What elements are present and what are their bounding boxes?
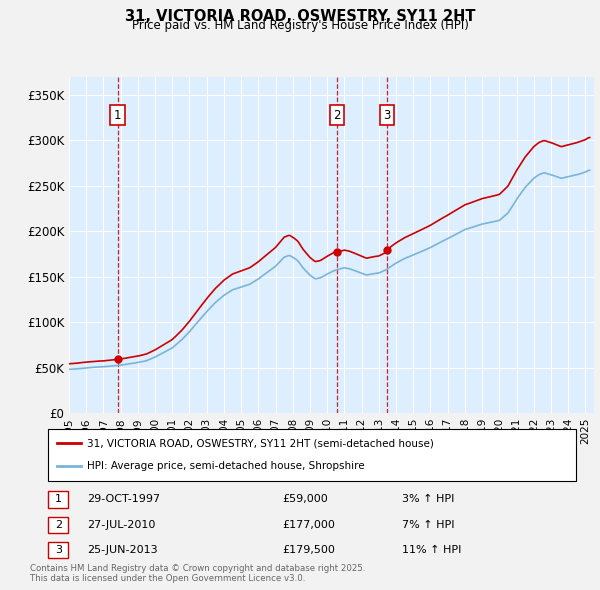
- Text: 11% ↑ HPI: 11% ↑ HPI: [402, 545, 461, 555]
- Text: 31, VICTORIA ROAD, OSWESTRY, SY11 2HT: 31, VICTORIA ROAD, OSWESTRY, SY11 2HT: [125, 9, 475, 24]
- Text: Price paid vs. HM Land Registry's House Price Index (HPI): Price paid vs. HM Land Registry's House …: [131, 19, 469, 32]
- Text: 7% ↑ HPI: 7% ↑ HPI: [402, 520, 455, 530]
- Text: 3% ↑ HPI: 3% ↑ HPI: [402, 494, 454, 504]
- Text: Contains HM Land Registry data © Crown copyright and database right 2025.
This d: Contains HM Land Registry data © Crown c…: [30, 563, 365, 583]
- Text: 27-JUL-2010: 27-JUL-2010: [87, 520, 155, 530]
- Text: HPI: Average price, semi-detached house, Shropshire: HPI: Average price, semi-detached house,…: [87, 461, 365, 471]
- Text: £179,500: £179,500: [282, 545, 335, 555]
- Text: 3: 3: [55, 545, 62, 555]
- Text: £59,000: £59,000: [282, 494, 328, 504]
- Text: 31, VICTORIA ROAD, OSWESTRY, SY11 2HT (semi-detached house): 31, VICTORIA ROAD, OSWESTRY, SY11 2HT (s…: [87, 438, 434, 448]
- Text: 29-OCT-1997: 29-OCT-1997: [87, 494, 160, 504]
- Text: 25-JUN-2013: 25-JUN-2013: [87, 545, 158, 555]
- Text: 3: 3: [383, 109, 391, 122]
- Text: 1: 1: [114, 109, 121, 122]
- Text: 1: 1: [55, 494, 62, 504]
- Text: £177,000: £177,000: [282, 520, 335, 530]
- Text: 2: 2: [55, 520, 62, 530]
- Text: 2: 2: [333, 109, 341, 122]
